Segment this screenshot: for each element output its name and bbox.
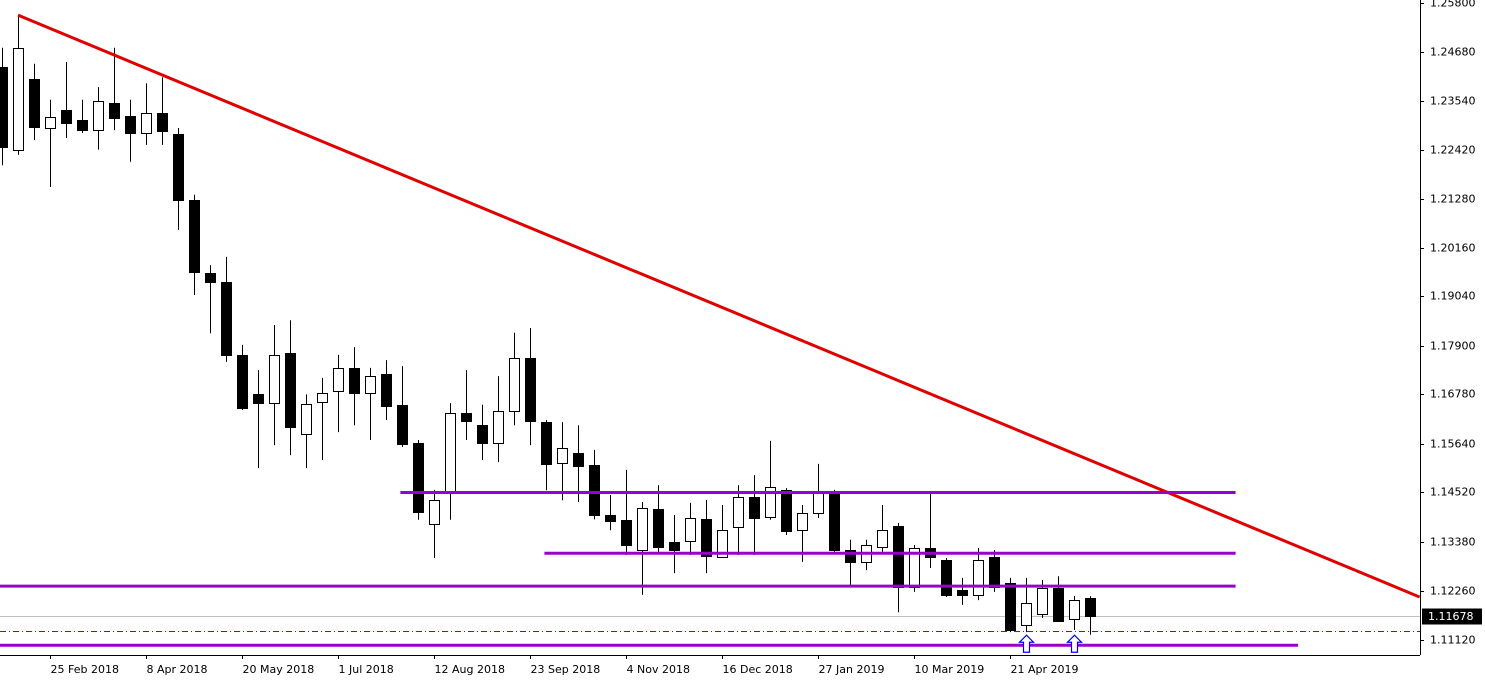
x-tick-label: 1 Jul 2018 <box>339 663 394 676</box>
y-tick-label: 1.25800 <box>1430 0 1476 10</box>
candle-body <box>605 515 616 522</box>
candle-body <box>1021 603 1032 626</box>
candle-body <box>685 518 696 542</box>
x-tick-label: 27 Jan 2019 <box>819 663 885 676</box>
candle-body <box>989 557 1000 588</box>
candle-body <box>877 530 888 548</box>
candle-body <box>957 590 968 596</box>
candle-body <box>813 491 824 514</box>
candle-body <box>717 530 728 558</box>
candle-body <box>381 374 392 407</box>
candle-body <box>845 550 856 563</box>
candle-body <box>285 353 296 428</box>
y-tick-label: 1.24680 <box>1430 46 1476 59</box>
candle-body <box>61 110 72 124</box>
x-tick-label: 10 Mar 2019 <box>915 663 985 676</box>
candle-body <box>45 117 56 129</box>
y-tick-label: 1.16780 <box>1430 388 1476 401</box>
candle-body <box>1085 598 1096 617</box>
y-tick-label: 1.14520 <box>1430 486 1476 499</box>
candle-body <box>1053 588 1064 622</box>
candle-body <box>669 542 680 551</box>
y-tick-label: 1.13380 <box>1430 536 1476 549</box>
y-tick-label: 1.21280 <box>1430 193 1476 206</box>
y-tick-label: 1.12260 <box>1430 585 1476 598</box>
candle-body <box>1037 588 1048 615</box>
candle-body <box>0 67 8 148</box>
candle-body <box>317 393 328 403</box>
x-tick-label: 16 Dec 2018 <box>723 663 793 676</box>
candle-body <box>29 79 40 128</box>
x-tick-label: 8 Apr 2018 <box>147 663 208 676</box>
candle-body <box>269 355 280 404</box>
candle-body <box>525 358 536 422</box>
candle-body <box>205 273 216 283</box>
candle-body <box>541 422 552 465</box>
candle-body <box>749 497 760 519</box>
candle-body <box>77 120 88 131</box>
y-tick-label: 1.11120 <box>1430 634 1476 647</box>
candle-body <box>493 411 504 444</box>
candle-body <box>141 113 152 134</box>
x-tick-label: 12 Aug 2018 <box>435 663 505 676</box>
candle-body <box>253 394 264 404</box>
x-tick-label: 23 Sep 2018 <box>531 663 601 676</box>
candle-body <box>781 490 792 532</box>
up-arrow <box>1066 634 1083 653</box>
candle-body <box>621 520 632 546</box>
candle-body <box>365 376 376 394</box>
y-tick-label: 1.19040 <box>1430 290 1476 303</box>
candle-body <box>701 519 712 557</box>
y-tick-label: 1.22420 <box>1430 144 1476 157</box>
candle-body <box>413 443 424 513</box>
candle-body <box>653 509 664 548</box>
candle-body <box>733 497 744 528</box>
candle-body <box>333 368 344 392</box>
candle-body <box>349 368 360 394</box>
candle-body <box>765 487 776 518</box>
x-tick-label: 25 Feb 2018 <box>51 663 119 676</box>
candle-body <box>397 405 408 445</box>
candle-body <box>13 48 24 151</box>
candle-body <box>189 200 200 273</box>
x-tick-label: 21 Apr 2019 <box>1011 663 1079 676</box>
y-tick-label: 1.23540 <box>1430 95 1476 108</box>
candle-body <box>829 493 840 551</box>
y-tick-label: 1.15640 <box>1430 438 1476 451</box>
candle-body <box>157 113 168 132</box>
candle-body <box>237 355 248 409</box>
y-tick-label: 1.20160 <box>1430 242 1476 255</box>
candle-body <box>93 101 104 131</box>
candle-body <box>797 513 808 531</box>
trend-line <box>17 13 1420 599</box>
candle-body <box>637 508 648 551</box>
candle-body <box>941 560 952 596</box>
x-tick-label: 4 Nov 2018 <box>627 663 690 676</box>
candle-body <box>1005 583 1016 631</box>
y-tick-label: 1.17900 <box>1430 340 1476 353</box>
candle-body <box>461 413 472 422</box>
candle-body <box>173 134 184 201</box>
candle-body <box>109 103 120 119</box>
candle-body <box>301 404 312 435</box>
current-price-box <box>1422 608 1482 625</box>
candle-body <box>429 500 440 525</box>
candle-body <box>125 116 136 134</box>
candle-body <box>557 448 568 464</box>
candle-body <box>1069 600 1080 620</box>
x-tick-label: 20 May 2018 <box>243 663 315 676</box>
candle-body <box>477 425 488 444</box>
candle-body <box>573 453 584 467</box>
candle-body <box>509 358 520 412</box>
candle-body <box>893 526 904 588</box>
plot-area <box>0 13 1420 653</box>
candle-body <box>445 413 456 493</box>
current-price-label: 1.11678 <box>1428 610 1474 623</box>
candle-body <box>221 282 232 356</box>
up-arrow <box>1018 634 1035 653</box>
candle-body <box>589 465 600 516</box>
candle-body <box>973 560 984 596</box>
